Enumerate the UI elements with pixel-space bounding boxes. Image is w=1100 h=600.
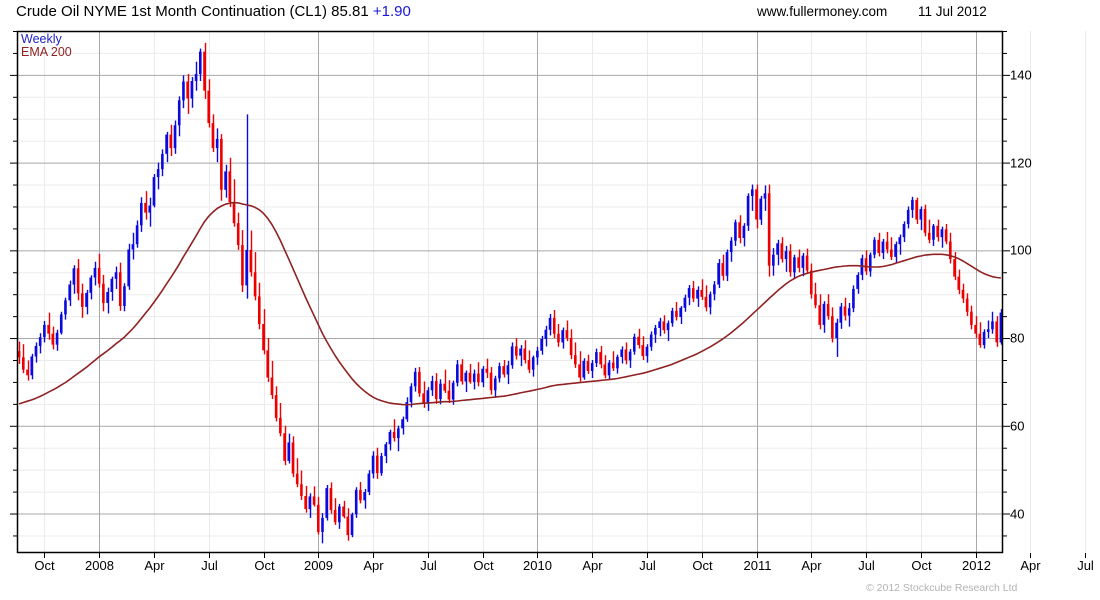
plot-area[interactable]: [10, 30, 1086, 558]
y-axis-tick-label: 100: [1010, 242, 1032, 258]
x-axis-tick-label: 2008: [85, 558, 114, 573]
plot-frame: [16, 30, 1004, 554]
gridlines-minor: [17, 31, 1086, 553]
x-axis-tick-label: 2012: [962, 558, 991, 573]
x-axis-tick-label: Apr: [582, 558, 603, 573]
price-chart-svg: [10, 30, 1086, 558]
candlestick-series: [17, 42, 1003, 544]
y-axis-tick-label: 40: [1010, 506, 1025, 522]
x-axis-tick-label: 2011: [743, 558, 772, 573]
x-axis-tick-label: Oct: [692, 558, 713, 573]
copyright-notice: © 2012 Stockcube Research Ltd: [866, 582, 1018, 594]
gridlines-major: [17, 31, 1003, 553]
x-axis-tick-label: Jul: [1077, 558, 1094, 573]
x-axis-tick-label: Jul: [858, 558, 875, 573]
x-axis-tick-label: 2009: [304, 558, 333, 573]
y-axis-tick-label: 60: [1010, 418, 1025, 434]
x-axis-tick-label: Apr: [144, 558, 165, 573]
page-title: Crude Oil NYME 1st Month Continuation (C…: [16, 3, 411, 20]
x-axis-tick-label: Jul: [201, 558, 218, 573]
x-axis-tick-label: Apr: [801, 558, 822, 573]
y-axis-tick-label: 140: [1010, 67, 1032, 83]
y-axis: 40 60 80 100 120 140: [1010, 31, 1070, 553]
chart-header: Crude Oil NYME 1st Month Continuation (C…: [0, 0, 1100, 26]
x-tick-marks: [44, 553, 1086, 558]
website-link[interactable]: www.fullermoney.com: [757, 4, 888, 19]
x-axis-tick-label: Oct: [473, 558, 494, 573]
x-axis-tick-label: Jul: [420, 558, 437, 573]
y-axis-tick-label: 120: [1010, 155, 1032, 171]
x-axis-tick-label: Oct: [911, 558, 932, 573]
price-change: +1.90: [372, 3, 411, 20]
ema-200-line: [18, 201, 1001, 406]
y-axis-tick-label: 80: [1010, 330, 1025, 346]
chart-date: 11 Jul 2012: [918, 4, 987, 19]
x-axis-tick-label: Jul: [639, 558, 656, 573]
x-axis-tick-label: Oct: [254, 558, 275, 573]
instrument-title: Crude Oil NYME 1st Month Continuation (C…: [16, 3, 369, 20]
y-tick-marks: [10, 31, 1010, 537]
x-axis-tick-label: Oct: [34, 558, 55, 573]
x-axis-tick-label: Apr: [1020, 558, 1041, 573]
x-axis: Oct 2008 Apr Jul Oct 2009 Apr Jul Oct 2010 Apr Jul O…: [0, 558, 1100, 578]
x-axis-tick-label: 2010: [523, 558, 552, 573]
x-axis-tick-label: Apr: [363, 558, 384, 573]
